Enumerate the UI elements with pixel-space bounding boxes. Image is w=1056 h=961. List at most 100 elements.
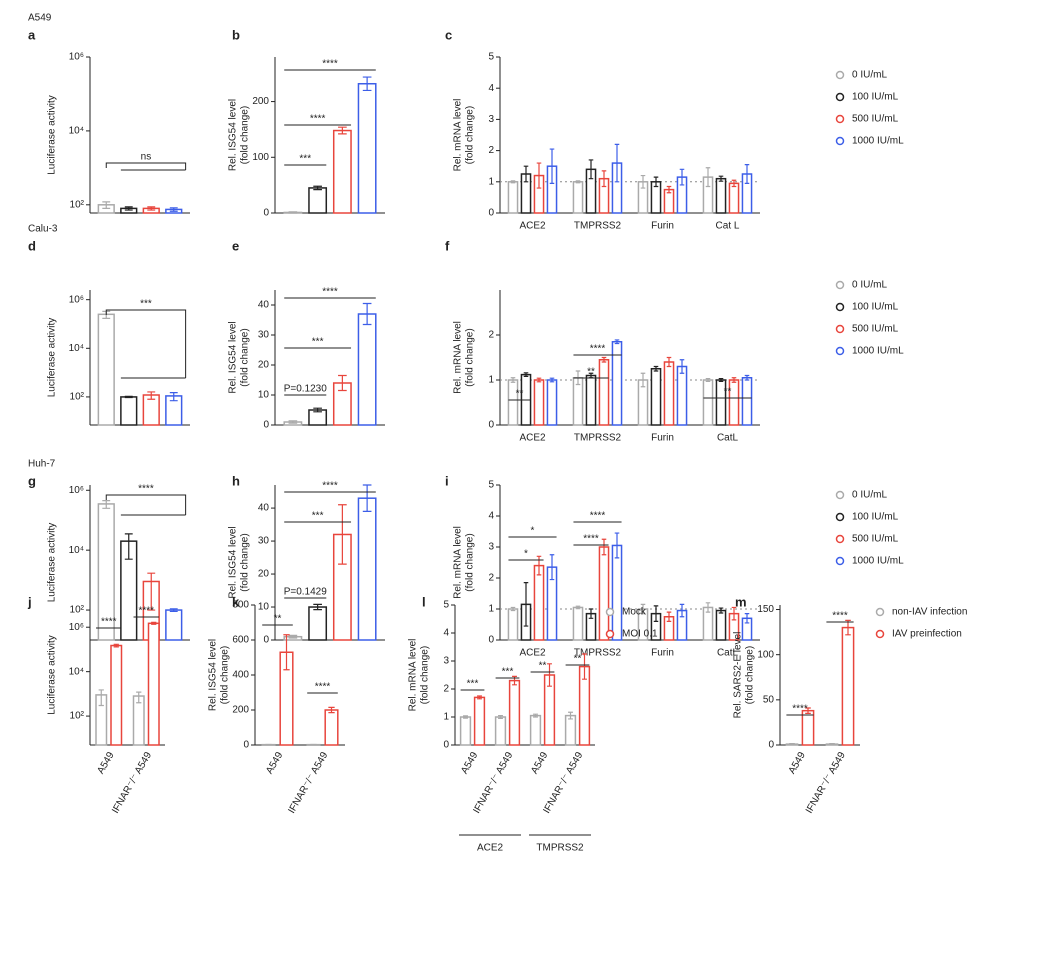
significance-label: ****: [315, 682, 331, 693]
bar: [742, 378, 751, 425]
y-tick-label: 1: [488, 604, 494, 615]
significance-label: ****: [322, 59, 338, 70]
y-axis-label: Rel. SARS2-E level: [733, 632, 744, 719]
y-tick-label: 10²: [70, 392, 85, 403]
significance-label: ***: [140, 299, 152, 310]
legend-label: non-IAV infection: [892, 607, 967, 618]
y-tick-label: 100: [757, 649, 774, 660]
y-tick-label: 3: [488, 542, 494, 553]
y-tick-label: 20: [258, 360, 270, 371]
y-tick-label: 0: [443, 740, 449, 751]
x-tick-label: IFNAR⁻/⁻ A549: [286, 750, 330, 816]
y-axis-label: Luciferase activity: [47, 635, 58, 714]
x-tick-label: A549: [264, 750, 285, 776]
y-tick-label: 4: [443, 628, 449, 639]
bar: [573, 607, 582, 640]
panel-label: l: [422, 594, 426, 609]
legend-label: 0 IU/mL: [852, 70, 887, 81]
y-axis-label: Rel. ISG54 level: [228, 526, 239, 598]
bar: [508, 380, 517, 425]
y-tick-label: 10⁴: [69, 545, 84, 556]
bar: [703, 380, 712, 425]
y-tick-label: 10⁶: [69, 485, 84, 496]
y-axis-label: (fold change): [240, 328, 251, 386]
bar: [461, 717, 471, 745]
x-tick-label: ACE2: [519, 433, 546, 444]
y-tick-label: 30: [258, 536, 270, 547]
significance-label: *: [524, 549, 528, 560]
significance-label: **: [724, 387, 732, 398]
significance-label: **: [539, 661, 547, 672]
bar: [98, 314, 114, 425]
x-tick-label: TMPRSS2: [574, 433, 622, 444]
significance-label: ***: [467, 679, 479, 690]
significance-label: ****: [590, 344, 606, 355]
y-tick-label: 10²: [70, 711, 85, 722]
y-tick-label: 5: [488, 52, 494, 63]
significance-label: P=0.1429: [284, 587, 328, 598]
bar: [475, 697, 485, 745]
significance-label: ****: [322, 287, 338, 298]
legend-label: MOI 0.1: [622, 629, 658, 640]
significance-bracket: [106, 310, 185, 378]
y-tick-label: 10⁶: [69, 294, 84, 305]
panel-label: m: [735, 594, 747, 609]
significance-label: ***: [312, 337, 324, 348]
y-tick-label: 2: [488, 330, 494, 341]
x-tick-label: A549: [95, 750, 116, 776]
bar: [677, 367, 686, 426]
significance-label: ****: [590, 511, 606, 522]
y-tick-label: 5: [488, 480, 494, 491]
legend-marker: [837, 304, 844, 311]
bar: [531, 716, 541, 745]
legend-marker: [837, 138, 844, 145]
section-label: Huh-7: [28, 459, 56, 470]
y-tick-label: 10⁴: [69, 126, 84, 137]
y-axis-label: Rel. ISG54 level: [228, 321, 239, 393]
panel-label: d: [28, 238, 36, 253]
x-tick-label: A549: [459, 750, 480, 776]
legend-label: 0 IU/mL: [852, 280, 887, 291]
y-tick-label: 600: [232, 635, 249, 646]
significance-label: ****: [832, 611, 848, 622]
panel-label: e: [232, 238, 239, 253]
group-label: ACE2: [477, 843, 504, 854]
bar: [547, 380, 556, 425]
significance-label: ****: [138, 606, 154, 617]
y-tick-label: 10: [258, 390, 270, 401]
significance-label: ***: [312, 511, 324, 522]
significance-label: ****: [583, 534, 599, 545]
legend-marker: [837, 116, 844, 123]
legend-marker: [837, 492, 844, 499]
significance-label: *: [531, 526, 535, 537]
legend-marker: [837, 348, 844, 355]
y-tick-label: 0: [488, 420, 494, 431]
legend-label: IAV preinfection: [892, 629, 962, 640]
y-tick-label: 20: [258, 569, 270, 580]
significance-label: **: [587, 367, 595, 378]
legend-label: 1000 IU/mL: [852, 136, 904, 147]
bar: [534, 566, 543, 640]
y-axis-label: (fold change): [465, 533, 476, 591]
legend-marker: [607, 609, 614, 616]
y-axis-label: (fold change): [240, 533, 251, 591]
x-tick-label: A549: [787, 750, 808, 776]
legend-label: 1000 IU/mL: [852, 346, 904, 357]
significance-label: ****: [101, 617, 117, 628]
bar: [111, 646, 122, 745]
y-tick-label: 50: [763, 694, 775, 705]
bar: [802, 711, 813, 745]
y-tick-label: 200: [252, 96, 269, 107]
legend-marker: [607, 631, 614, 638]
y-tick-label: 40: [258, 503, 270, 514]
panel-label: h: [232, 473, 240, 488]
bar: [573, 182, 582, 213]
legend-label: Mock: [622, 607, 647, 618]
bar: [612, 342, 621, 425]
x-tick-label: Cat L: [716, 221, 740, 232]
bar: [716, 611, 725, 640]
y-tick-label: 0: [768, 740, 774, 751]
section-label: Calu-3: [28, 224, 58, 235]
x-tick-label: IFNAR⁻/⁻ A549: [110, 750, 154, 816]
